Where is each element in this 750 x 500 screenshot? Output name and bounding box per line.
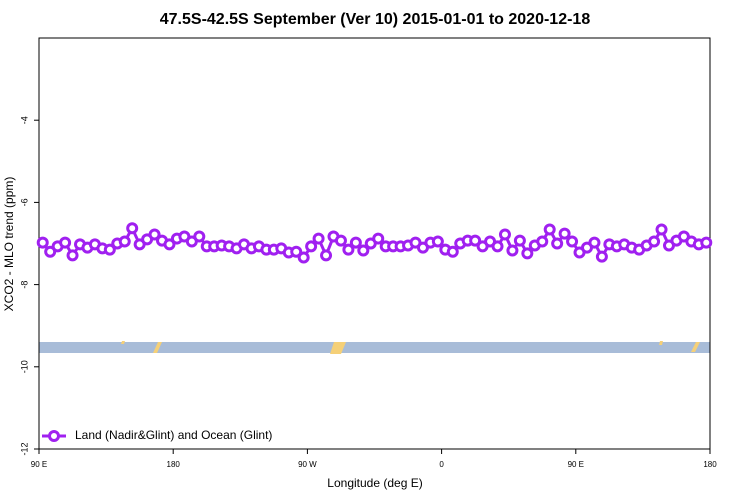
data-point: [357, 244, 370, 257]
data-point: [588, 236, 601, 249]
legend: Land (Nadir&Glint) and Ocean (Glint): [42, 428, 272, 442]
map-strip: [39, 341, 710, 354]
data-point: [446, 245, 459, 258]
data-point: [59, 236, 72, 249]
data-point: [469, 234, 482, 247]
y-tick-label: -10: [19, 360, 29, 373]
data-point: [290, 245, 303, 258]
x-tick-label: 90 W: [298, 460, 317, 469]
data-point: [305, 240, 318, 253]
legend-label: Land (Nadir&Glint) and Ocean (Glint): [75, 428, 272, 442]
data-point: [700, 236, 713, 249]
data-point: [648, 235, 661, 248]
data-point: [320, 249, 333, 262]
data-point: [163, 238, 176, 251]
legend-marker: [48, 430, 60, 442]
data-point: [193, 230, 206, 243]
data-point: [349, 236, 362, 249]
data-point: [498, 228, 511, 241]
y-tick-label: -4: [19, 116, 29, 124]
data-point: [342, 243, 355, 256]
data-point: [558, 227, 571, 240]
data-point: [551, 237, 564, 250]
data-point: [66, 249, 79, 262]
data-point: [521, 247, 534, 260]
data-point: [36, 236, 49, 249]
data-point: [491, 240, 504, 253]
data-point: [148, 228, 161, 241]
x-tick-label: 90 E: [568, 460, 584, 469]
data-point: [566, 235, 579, 248]
x-tick-label: 180: [167, 460, 181, 469]
data-point: [431, 235, 444, 248]
chart-title: 47.5S-42.5S September (Ver 10) 2015-01-0…: [160, 11, 591, 28]
data-point: [543, 223, 556, 236]
x-tick-label: 180: [703, 460, 717, 469]
x-tick-label: 0: [439, 460, 444, 469]
y-tick-label: -12: [19, 442, 29, 455]
data-point: [334, 234, 347, 247]
data-point: [103, 243, 116, 256]
data-point: [126, 222, 139, 235]
x-axis-label: Longitude (deg E): [327, 476, 422, 490]
data-point: [44, 245, 57, 258]
data-point: [655, 223, 668, 236]
data-point: [536, 235, 549, 248]
y-tick-label: -6: [19, 198, 29, 206]
y-axis-label: XCO2 - MLO trend (ppm): [2, 177, 16, 312]
x-tick-label: 90 E: [31, 460, 47, 469]
data-point: [312, 232, 325, 245]
data-point: [372, 232, 385, 245]
data-point: [513, 234, 526, 247]
y-tick-label: -8: [19, 281, 29, 289]
data-point: [506, 244, 519, 257]
data-point: [297, 251, 310, 264]
data-point: [118, 235, 131, 248]
data-point: [595, 250, 608, 263]
